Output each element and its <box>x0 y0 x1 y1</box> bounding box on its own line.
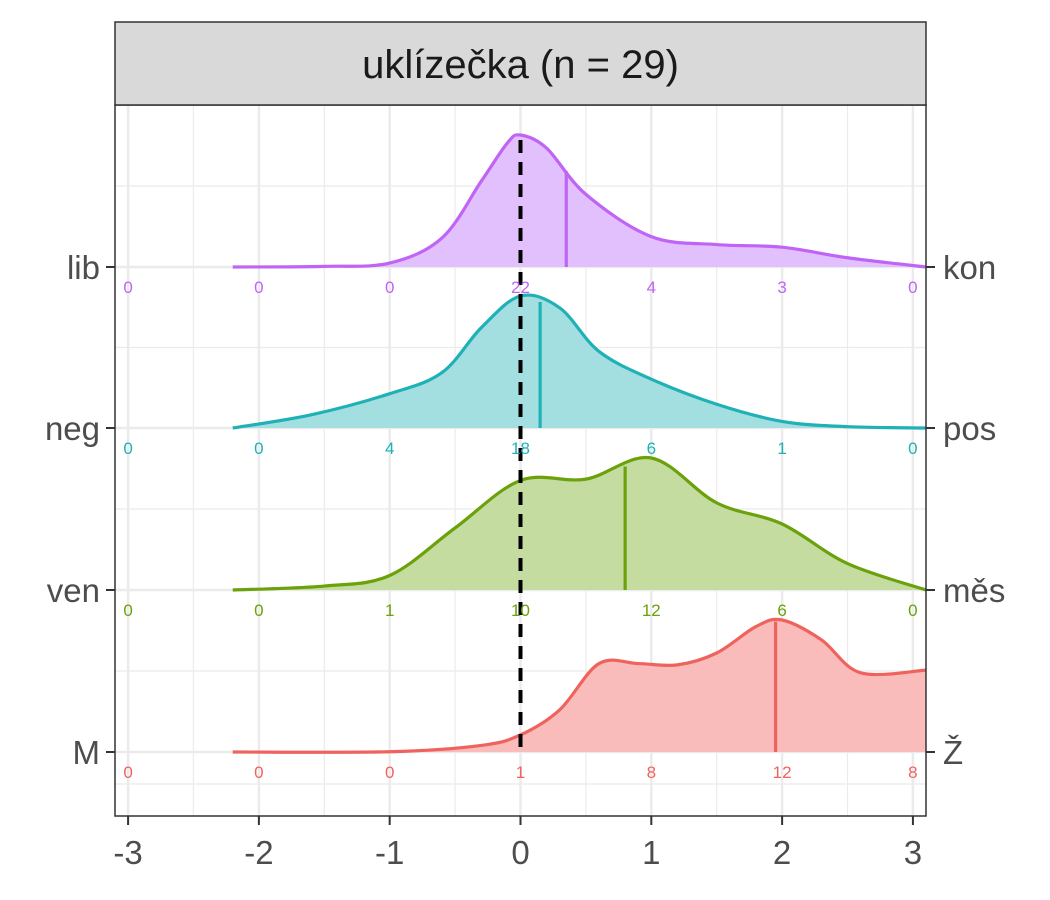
count-label: 0 <box>908 278 917 297</box>
count-label: 18 <box>511 439 530 458</box>
count-label: 0 <box>123 439 132 458</box>
facet-strip-background <box>114 21 927 106</box>
ridge-lib-kon <box>232 133 927 269</box>
count-label: 0 <box>123 601 132 620</box>
count-label: 3 <box>777 278 786 297</box>
ridge-area <box>232 134 927 267</box>
ridge-area <box>232 457 927 590</box>
count-label: 4 <box>385 439 394 458</box>
ridge-area <box>232 295 927 428</box>
ridge-line <box>232 617 927 754</box>
count-label: 0 <box>385 278 394 297</box>
y-tick-label-left: ven <box>47 572 100 609</box>
ridges <box>232 133 927 754</box>
y-tick-label-right: Ž <box>943 734 963 771</box>
facet-strip: uklízečka (n = 29) <box>114 21 927 106</box>
count-label: 8 <box>647 763 656 782</box>
count-label: 8 <box>908 763 917 782</box>
count-label: 12 <box>773 763 792 782</box>
count-label: 0 <box>254 763 263 782</box>
count-label: 0 <box>123 278 132 297</box>
ridge-ven-měs <box>232 455 927 592</box>
ridge-neg-pos <box>232 293 927 430</box>
x-tick-label: 2 <box>773 834 791 871</box>
x-tick-label: 1 <box>642 834 660 871</box>
count-label: 6 <box>647 439 656 458</box>
count-label: 0 <box>385 763 394 782</box>
ridge-line <box>232 293 927 430</box>
count-label: 1 <box>777 439 786 458</box>
x-tick-label: -1 <box>375 834 404 871</box>
facet-strip-label: uklízečka (n = 29) <box>362 43 679 87</box>
ridge-line <box>232 455 927 592</box>
x-tick-label: -3 <box>113 834 142 871</box>
count-labels: 0 0 0 22 4 3 00 0 4 18 6 1 00 0 1 10 12 6 00 0 0 1 8 12 8 <box>123 278 917 782</box>
y-tick-label-left: M <box>73 734 101 771</box>
count-label: 22 <box>511 278 530 297</box>
y-tick-label-right: pos <box>943 410 996 447</box>
count-label: 10 <box>511 601 530 620</box>
x-tick-label: 3 <box>904 834 922 871</box>
y-tick-label-right: měs <box>943 572 1005 609</box>
x-tick-label: -2 <box>244 834 273 871</box>
count-label: 0 <box>123 763 132 782</box>
count-label: 0 <box>254 601 263 620</box>
y-tick-label-left: lib <box>67 249 100 286</box>
count-label: 4 <box>647 278 656 297</box>
count-label: 0 <box>908 601 917 620</box>
count-label: 12 <box>642 601 661 620</box>
count-label: 0 <box>254 439 263 458</box>
count-label: 0 <box>254 278 263 297</box>
ridge-line <box>232 133 927 269</box>
ridge-M-Ž <box>232 617 927 754</box>
count-label: 0 <box>908 439 917 458</box>
y-tick-label-left: neg <box>45 410 100 447</box>
count-label: 1 <box>385 601 394 620</box>
y-tick-label-right: kon <box>943 249 996 286</box>
count-label: 1 <box>516 763 525 782</box>
x-tick-label: 0 <box>511 834 529 871</box>
count-label: 6 <box>777 601 786 620</box>
